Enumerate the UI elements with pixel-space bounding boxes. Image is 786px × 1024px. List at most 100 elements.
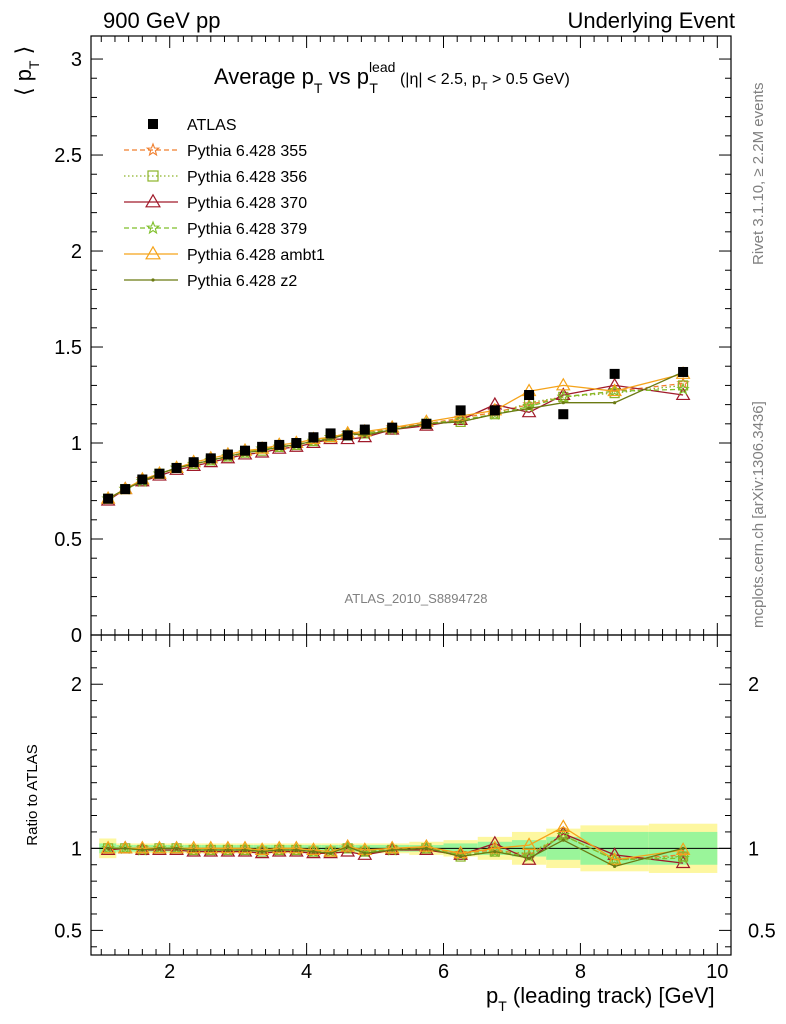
ratio-point [521,837,537,851]
ratio-point [561,838,565,842]
rivet-label: Rivet 3.1.10, ≥ 2.2M events [750,83,767,266]
atlas-point [455,405,466,416]
legend-label: ATLAS [187,117,237,134]
ratio-point [390,848,394,852]
legend-marker [151,278,155,282]
ratio-y-axis-label: Ratio to ATLAS [24,744,41,845]
main-plot-series [100,366,691,506]
atlas-point [678,366,689,377]
ratio-point [134,840,150,854]
legend-marker [145,193,161,208]
atlas-point [359,424,370,435]
ratio-y-tick-label-right: 1 [748,838,759,860]
series-point [556,389,570,403]
series-4 [101,382,690,505]
atlas-point [558,409,569,420]
legend-item-4: Pythia 6.428 379 [124,220,307,238]
ratio-point [453,847,468,860]
legend-marker [148,119,158,129]
main-y-axis-label: ⟨ pT ⟩ [11,46,42,96]
atlas-point [325,428,336,439]
ratio-point [271,840,287,854]
series-line [107,388,684,500]
series-point [459,420,463,424]
atlas-point [171,462,182,473]
ratio-point [277,848,281,852]
y-tick-label: 3 [71,49,82,71]
ratio-plot-series [100,819,691,869]
atlas-point [342,430,353,441]
ratio-point [676,851,690,864]
atlas-data [103,366,689,504]
plot-title: Average pT vs plead T (|η| < 2.5, pT > 0.5… [214,59,570,96]
ratio-y-tick-label: 0.5 [54,920,82,942]
ratio-point [169,840,184,854]
series-point [607,384,622,397]
legend-marker [145,220,161,235]
ratio-point [384,840,400,854]
ratio-point [419,838,434,852]
legend-item-6: Pythia 6.428 z2 [124,273,297,290]
x-tick-label: 4 [301,961,312,983]
series-line [107,373,684,500]
ratio-point [157,846,162,850]
legend-label: Pythia 6.428 370 [187,195,307,212]
ratio-point [174,846,179,850]
ratio-point [237,840,253,854]
x-tick-label: 6 [438,961,449,983]
legend-item-1: Pythia 6.428 355 [124,142,307,160]
atlas-point [274,439,285,450]
series-line [107,382,684,500]
ratio-point [555,819,571,833]
atlas-point [257,441,268,452]
header-left: 900 GeV pp [103,8,220,33]
ratio-point [340,838,356,852]
legend-label: Pythia 6.428 z2 [187,273,297,290]
series-point [555,377,571,391]
atlas-point [308,432,319,443]
ratio-series-6 [106,838,685,868]
ratio-y-tick-label: 1 [71,838,82,860]
header-right: Underlying Event [567,8,735,33]
series-point [676,382,690,395]
atlas-point [489,405,500,416]
ratio-line [108,839,684,868]
atlas-point [421,418,432,429]
ratio-point [243,848,247,852]
legend-label: Pythia 6.428 379 [187,221,307,238]
atlas-point [609,368,620,379]
ratio-point [118,841,132,854]
y-tick-label: 1.5 [54,337,82,359]
ratio-point [186,840,202,854]
ratio-point [254,842,270,855]
atlas-point [524,390,535,401]
atlas-point [240,445,251,456]
legend-marker [145,142,161,157]
ratio-point [323,843,338,857]
ratio-point [424,846,429,850]
ratio-point [117,840,133,854]
x-tick-label: 2 [164,961,175,983]
ratio-point [459,854,463,859]
atlas-point [188,457,199,468]
legend-label: Pythia 6.428 ambt1 [187,247,325,264]
legend-item-5: Pythia 6.428 ambt1 [124,245,325,264]
ratio-point [152,841,167,854]
ratio-point [209,848,213,852]
legend-item-3: Pythia 6.428 370 [124,193,307,212]
ratio-point [346,845,350,849]
y-tick-label: 2.5 [54,145,82,167]
ratio-point [288,840,304,854]
legend: ATLAS Pythia 6.428 355 Pythia 6.428 356 Pyt… [124,117,325,290]
ratio-point [328,851,333,855]
ratio-point [101,841,115,854]
series-point [607,377,622,391]
series-line [107,371,684,500]
ratio-point [613,864,617,868]
legend-label: Pythia 6.428 355 [187,143,307,160]
ratio-point [306,842,321,855]
ratio-point [556,828,570,841]
atlas-point [222,449,233,460]
x-tick-label: 8 [575,961,586,983]
